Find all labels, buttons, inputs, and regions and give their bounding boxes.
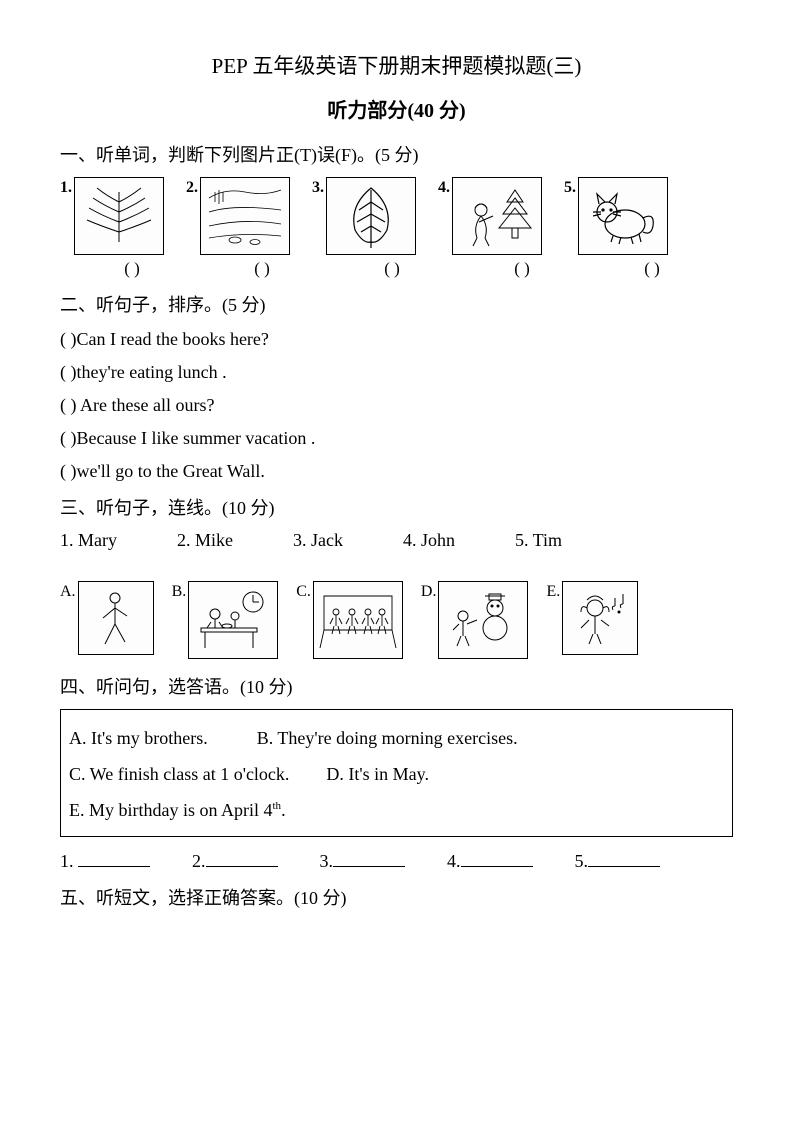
s2-line-2: ( )they're eating lunch . <box>60 362 733 383</box>
cat-icon <box>578 177 668 255</box>
section4-heading: 四、听问句，选答语。(10 分) <box>60 673 733 699</box>
paren-4: ( ) <box>468 259 576 279</box>
classroom-icon <box>313 581 403 659</box>
name-4: 4. John <box>403 530 455 551</box>
s4-opt-e-prefix: E. My birthday is on April 4 <box>69 800 273 820</box>
blank-3: 3. <box>320 851 406 872</box>
section5-heading: 五、听短文，选择正确答案。(10 分) <box>60 884 733 910</box>
s4-opt-e-suffix: th <box>273 800 282 812</box>
blank-num-5: 5. <box>575 851 589 871</box>
section3-heading: 三、听句子，连线。(10 分) <box>60 494 733 520</box>
s3-letter-b: B. <box>172 583 187 601</box>
s4-line3: E. My birthday is on April 4th. <box>69 792 724 828</box>
s4-line1: A. It's my brothers. B. They're doing mo… <box>69 720 724 756</box>
blank-4: 4. <box>447 851 533 872</box>
s4-opt-d: D. It's in May. <box>326 764 429 784</box>
paren-3: ( ) <box>338 259 446 279</box>
music-listen-icon <box>562 581 638 655</box>
blank-1: 1. <box>60 851 150 872</box>
s4-opt-e-end: . <box>281 800 286 820</box>
section1-images: 1. 2. <box>60 177 733 255</box>
page-subtitle: 听力部分(40 分) <box>60 94 733 123</box>
s2-line-1: ( )Can I read the books here? <box>60 329 733 350</box>
page-title: PEP 五年级英语下册期末押题模拟题(三) <box>60 50 733 80</box>
s1-num-1: 1. <box>60 179 72 197</box>
s3-letter-e: E. <box>546 583 560 601</box>
exam-page: PEP 五年级英语下册期末押题模拟题(三) 听力部分(40 分) 一、听单词，判… <box>0 0 793 1122</box>
section4-blanks: 1. 2. 3. 4. 5. <box>60 851 733 872</box>
dining-clock-icon <box>188 581 278 659</box>
bamboo-icon <box>74 177 164 255</box>
paren-5: ( ) <box>598 259 706 279</box>
blank-5: 5. <box>575 851 661 872</box>
section1-parens: ( ) ( ) ( ) ( ) ( ) <box>60 259 733 279</box>
s3-letter-a: A. <box>60 583 76 601</box>
section3-images: A. B. <box>60 581 733 659</box>
s3-letter-d: D. <box>421 583 437 601</box>
walking-person-icon <box>78 581 154 655</box>
section3-names: 1. Mary 2. Mike 3. Jack 4. John 5. Tim <box>60 530 733 551</box>
s3-item-c: C. <box>296 581 403 659</box>
paren-2: ( ) <box>208 259 316 279</box>
blank-2: 2. <box>192 851 278 872</box>
s4-line2: C. We finish class at 1 o'clock. D. It's… <box>69 756 724 792</box>
s1-num-3: 3. <box>312 179 324 197</box>
blank-num-4: 4. <box>447 851 461 871</box>
section4-options-box: A. It's my brothers. B. They're doing mo… <box>60 709 733 837</box>
s3-letter-c: C. <box>296 583 311 601</box>
snowman-child-icon <box>438 581 528 659</box>
santa-tree-icon <box>452 177 542 255</box>
s1-item-4: 4. <box>438 177 542 255</box>
lake-icon <box>200 177 290 255</box>
s1-item-5: 5. <box>564 177 668 255</box>
s2-line-4: ( )Because I like summer vacation . <box>60 428 733 449</box>
name-2: 2. Mike <box>177 530 233 551</box>
name-5: 5. Tim <box>515 530 562 551</box>
name-1: 1. Mary <box>60 530 117 551</box>
s3-item-b: B. <box>172 581 279 659</box>
s4-opt-c: C. We finish class at 1 o'clock. <box>69 764 289 784</box>
s4-opt-b: B. They're doing morning exercises. <box>257 728 518 748</box>
name-3: 3. Jack <box>293 530 343 551</box>
blank-num-3: 3. <box>320 851 334 871</box>
blank-num-2: 2. <box>192 851 206 871</box>
section1-heading: 一、听单词，判断下列图片正(T)误(F)。(5 分) <box>60 141 733 167</box>
s1-num-4: 4. <box>438 179 450 197</box>
section2-heading: 二、听句子，排序。(5 分) <box>60 291 733 317</box>
s3-item-d: D. <box>421 581 529 659</box>
blank-num-1: 1. <box>60 851 74 871</box>
s2-line-5: ( )we'll go to the Great Wall. <box>60 461 733 482</box>
s3-item-a: A. <box>60 581 154 655</box>
s4-opt-a: A. It's my brothers. <box>69 728 208 748</box>
s1-num-2: 2. <box>186 179 198 197</box>
s3-item-e: E. <box>546 581 638 655</box>
s2-line-3: ( ) Are these all ours? <box>60 395 733 416</box>
s1-num-5: 5. <box>564 179 576 197</box>
s1-item-3: 3. <box>312 177 416 255</box>
paren-1: ( ) <box>60 259 186 279</box>
s1-item-2: 2. <box>186 177 290 255</box>
s1-item-1: 1. <box>60 177 164 255</box>
leaf-icon <box>326 177 416 255</box>
